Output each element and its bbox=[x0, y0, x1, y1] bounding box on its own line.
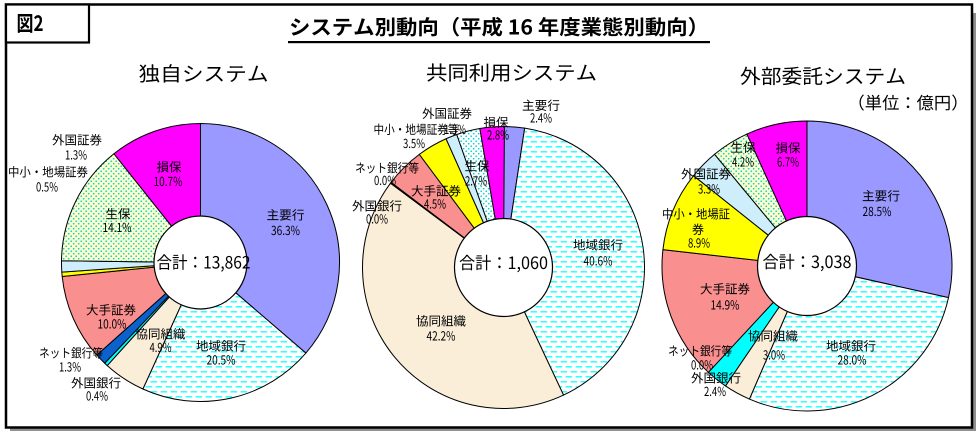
svg-text:2.8%: 2.8% bbox=[487, 125, 509, 144]
svg-text:協同組織: 協同組織 bbox=[416, 311, 466, 330]
svg-text:ネット銀行等: ネット銀行等 bbox=[39, 343, 103, 362]
svg-text:（単位：億円）: （単位：億円） bbox=[848, 89, 969, 114]
svg-text:40.6%: 40.6% bbox=[584, 251, 613, 270]
svg-text:外国証券: 外国証券 bbox=[681, 164, 731, 183]
svg-text:主要行: 主要行 bbox=[862, 186, 900, 205]
svg-text:大手証券: 大手証券 bbox=[700, 279, 750, 298]
svg-text:中小・地場証券: 中小・地場証券 bbox=[8, 162, 88, 181]
svg-text:外国証券: 外国証券 bbox=[422, 103, 472, 122]
svg-text:中小・地場証: 中小・地場証 bbox=[662, 204, 730, 223]
svg-text:4.5%: 4.5% bbox=[424, 194, 446, 213]
svg-text:14.1%: 14.1% bbox=[103, 217, 132, 236]
svg-text:システム別動向（平成 16 年度業態別動向）: システム別動向（平成 16 年度業態別動向） bbox=[289, 10, 709, 40]
svg-text:大手証券: 大手証券 bbox=[411, 181, 461, 200]
svg-text:2.7%: 2.7% bbox=[465, 171, 487, 190]
svg-text:合計：3,038: 合計：3,038 bbox=[763, 248, 852, 273]
svg-text:28.0%: 28.0% bbox=[838, 350, 867, 369]
svg-text:2.4%: 2.4% bbox=[530, 108, 552, 127]
svg-text:2.4%: 2.4% bbox=[704, 381, 726, 400]
svg-text:外国銀行: 外国銀行 bbox=[691, 368, 741, 387]
svg-text:10.0%: 10.0% bbox=[98, 314, 127, 333]
svg-text:地域銀行: 地域銀行 bbox=[573, 235, 623, 254]
svg-text:3.0%: 3.0% bbox=[763, 345, 785, 364]
svg-text:ネット銀行等: ネット銀行等 bbox=[668, 341, 732, 360]
svg-text:外国銀行: 外国銀行 bbox=[71, 373, 121, 392]
svg-text:主要行: 主要行 bbox=[522, 95, 560, 114]
svg-text:3.3%: 3.3% bbox=[698, 179, 720, 198]
svg-text:外国銀行: 外国銀行 bbox=[352, 196, 402, 215]
svg-text:独自システム: 独自システム bbox=[139, 58, 269, 87]
svg-text:券: 券 bbox=[692, 219, 704, 238]
svg-text:損保: 損保 bbox=[157, 157, 182, 176]
svg-text:合計：1,060: 合計：1,060 bbox=[459, 249, 548, 274]
svg-text:損保: 損保 bbox=[776, 138, 801, 157]
svg-text:1.3%: 1.3% bbox=[65, 145, 87, 164]
svg-text:協同組織: 協同組織 bbox=[136, 324, 186, 343]
svg-text:図2: 図2 bbox=[17, 8, 44, 38]
svg-text:主要行: 主要行 bbox=[267, 205, 305, 224]
svg-text:0.0%: 0.0% bbox=[366, 209, 388, 228]
svg-text:外部委託システム: 外部委託システム bbox=[740, 61, 906, 90]
svg-text:地域銀行: 地域銀行 bbox=[826, 336, 876, 355]
svg-text:20.5%: 20.5% bbox=[207, 350, 236, 369]
svg-text:0.0%: 0.0% bbox=[691, 355, 713, 374]
svg-text:ネット銀行等: ネット銀行等 bbox=[355, 158, 419, 177]
svg-text:14.9%: 14.9% bbox=[711, 295, 740, 314]
svg-text:4.9%: 4.9% bbox=[150, 337, 172, 356]
svg-text:外国証券: 外国証券 bbox=[52, 130, 102, 149]
svg-text:0.0%: 0.0% bbox=[374, 170, 396, 189]
svg-text:1.3%: 1.3% bbox=[59, 357, 81, 376]
svg-text:損保: 損保 bbox=[484, 112, 509, 131]
svg-text:3.5%: 3.5% bbox=[403, 133, 425, 152]
svg-text:6.7%: 6.7% bbox=[777, 152, 799, 171]
svg-text:42.2%: 42.2% bbox=[427, 326, 456, 345]
svg-text:中小・地場証券等: 中小・地場証券等 bbox=[374, 119, 459, 138]
svg-text:4.2%: 4.2% bbox=[732, 152, 754, 171]
svg-text:生保: 生保 bbox=[731, 137, 756, 156]
svg-text:8.9%: 8.9% bbox=[688, 233, 710, 252]
svg-text:36.3%: 36.3% bbox=[271, 220, 300, 239]
svg-text:0.5%: 0.5% bbox=[36, 177, 58, 196]
svg-text:10.7%: 10.7% bbox=[154, 171, 183, 190]
svg-text:28.5%: 28.5% bbox=[863, 201, 892, 220]
svg-text:地域銀行: 地域銀行 bbox=[196, 336, 246, 355]
svg-text:共同利用システム: 共同利用システム bbox=[426, 57, 597, 86]
svg-text:生保: 生保 bbox=[106, 204, 131, 223]
svg-text:0.4%: 0.4% bbox=[86, 386, 108, 405]
svg-text:合計：13,862: 合計：13,862 bbox=[157, 249, 251, 274]
svg-text:生保: 生保 bbox=[465, 156, 490, 175]
svg-text:1.3%: 1.3% bbox=[444, 119, 466, 138]
svg-text:大手証券: 大手証券 bbox=[86, 300, 136, 319]
svg-text:協同組織: 協同組織 bbox=[748, 326, 798, 345]
